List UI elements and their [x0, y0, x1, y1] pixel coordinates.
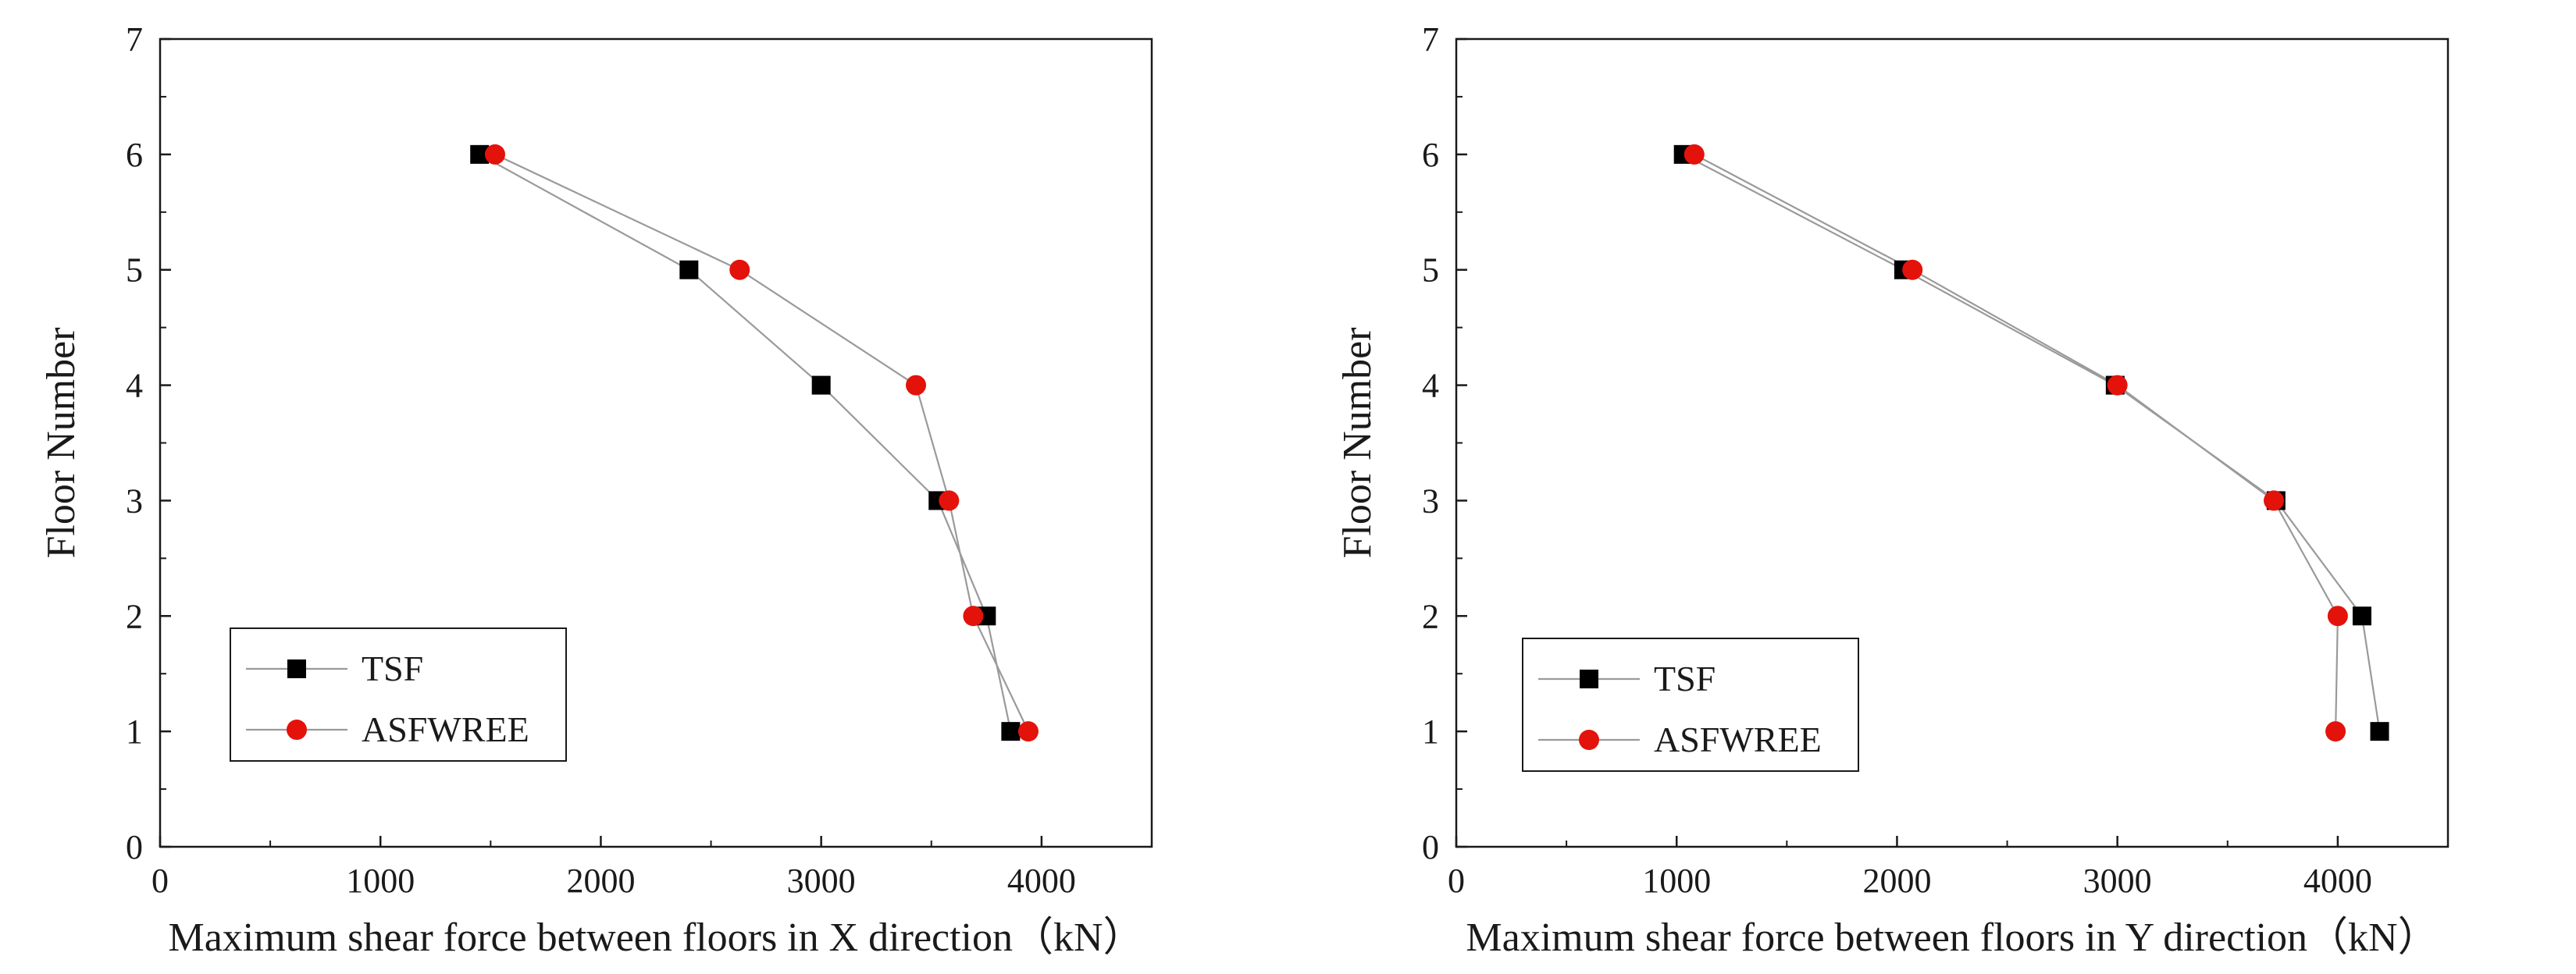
x-tick-label: 2000 [566, 862, 635, 900]
data-point-tsf [679, 260, 699, 279]
x-tick-label: 1000 [346, 862, 415, 900]
data-point-asfwree [2107, 375, 2128, 396]
legend-marker-tsf [287, 659, 306, 678]
series-line-tsf [479, 153, 1012, 732]
y-tick-label: 7 [1422, 20, 1439, 59]
y-tick-label: 0 [126, 828, 143, 866]
chart-y-direction: 0 1000 2000 3000 4000 0 1 2 3 4 5 6 7 Maximum shear f… [1335, 20, 2450, 960]
y-tick-label: 5 [126, 251, 143, 290]
x-tick-label: 0 [151, 862, 169, 900]
data-point-tsf [811, 375, 831, 395]
legend-box [1522, 638, 1859, 772]
data-point-asfwree [1902, 259, 1923, 280]
y-tick-label: 0 [1422, 828, 1439, 866]
legend-box [230, 627, 567, 762]
data-point-asfwree [484, 144, 505, 165]
data-point-asfwree [906, 375, 927, 396]
legend-marker-asfwree [287, 720, 307, 740]
data-point-tsf [2370, 722, 2389, 741]
x-tick-label: 4000 [2303, 862, 2372, 900]
series-line-asfwree [494, 153, 1029, 732]
x-tick-label: 1000 [1642, 862, 1711, 900]
y-tick-label: 7 [126, 20, 143, 59]
legend: TSF ASFWREE [230, 627, 567, 762]
data-point-asfwree [963, 606, 984, 627]
y-tick-label: 4 [1422, 367, 1439, 405]
data-point-asfwree [1017, 721, 1039, 742]
x-axis-title: Maximum shear force between floors in X … [168, 915, 1143, 960]
y-tick-label: 3 [1422, 482, 1439, 520]
legend-marker-tsf [1580, 670, 1598, 688]
y-tick-label: 1 [1422, 713, 1439, 751]
data-point-asfwree [2325, 721, 2346, 742]
legend-marker-asfwree [1579, 730, 1599, 750]
x-tick-label: 4000 [1007, 862, 1076, 900]
data-point-asfwree [2327, 606, 2348, 627]
y-tick-label: 4 [126, 367, 143, 405]
data-point-tsf [2352, 606, 2371, 626]
legend-label-tsf: TSF [362, 649, 423, 688]
data-point-asfwree [1683, 144, 1705, 165]
legend-label-tsf: TSF [1654, 659, 1716, 699]
x-tick-label: 2000 [1862, 862, 1931, 900]
x-tick-label: 3000 [2083, 862, 2152, 900]
y-tick-label: 6 [126, 136, 143, 174]
y-tick-label: 3 [126, 482, 143, 520]
data-point-asfwree [2264, 490, 2285, 511]
series-line-asfwree [1694, 153, 2339, 732]
x-tick-label: 3000 [787, 862, 856, 900]
y-axis-title: Floor Number [1335, 327, 1380, 558]
data-point-asfwree [729, 259, 750, 280]
y-tick-label: 2 [126, 597, 143, 635]
legend: TSF ASFWREE [1522, 638, 1859, 772]
y-tick-label: 6 [1422, 136, 1439, 174]
legend-label-asfwree: ASFWREE [1654, 720, 1822, 759]
chart-x-direction: 0 1000 2000 3000 4000 0 1 2 3 4 5 6 7 Maximum shear f… [39, 20, 1153, 960]
y-tick-label: 5 [1422, 251, 1439, 290]
legend-label-asfwree: ASFWREE [362, 709, 529, 749]
x-tick-label: 0 [1448, 862, 1465, 900]
y-axis-title: Floor Number [39, 327, 84, 558]
data-point-asfwree [939, 490, 960, 511]
x-axis-title: Maximum shear force between floors in Y … [1466, 915, 2438, 960]
y-tick-label: 2 [1422, 597, 1439, 635]
y-tick-label: 1 [126, 713, 143, 751]
data-point-tsf [1001, 722, 1021, 741]
